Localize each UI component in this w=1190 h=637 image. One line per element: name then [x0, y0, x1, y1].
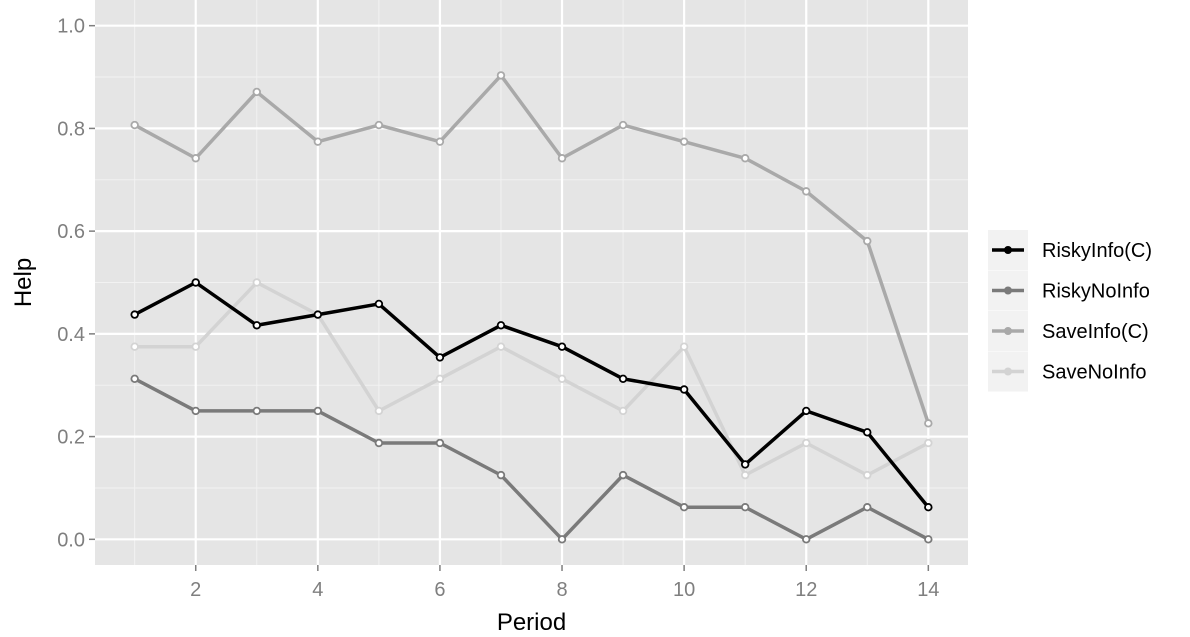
- data-point-saveinfo-c: [740, 154, 750, 163]
- data-point-riskynoinfo: [191, 406, 200, 416]
- data-point-savenoinfo: [496, 342, 506, 351]
- data-point-riskynoinfo: [740, 503, 750, 512]
- legend-label: SaveNoInfo: [1042, 362, 1147, 384]
- x-axis: 2 4 6 8 10 12 14: [190, 565, 939, 601]
- data-point-saveinfo-c: [130, 120, 139, 130]
- data-point-riskynoinfo: [802, 535, 811, 544]
- series-line-riskyinfo-c: [133, 280, 930, 509]
- y-tick-label: 0.6: [57, 221, 85, 243]
- x-tick-label: 8: [556, 579, 567, 601]
- data-point-riskyinfo-c: [252, 321, 261, 330]
- x-tick-label: 4: [312, 579, 323, 601]
- data-point-savenoinfo: [374, 406, 384, 416]
- major-grid: [95, 0, 968, 565]
- x-axis-title: Period: [497, 609, 566, 636]
- legend-item-savenoinfo: SaveNoInfo: [988, 351, 1147, 392]
- legend: RiskyInfo(C) RiskyNoInfo SaveInfo(C) SaveNo…: [988, 230, 1152, 392]
- y-tick-label: 0.2: [57, 427, 85, 449]
- data-point-riskyinfo-c: [802, 406, 811, 416]
- data-point-riskynoinfo: [374, 438, 384, 448]
- legend-item-saveinfo-c: SaveInfo(C): [988, 311, 1149, 351]
- data-point-savenoinfo: [924, 438, 933, 448]
- data-point-riskyinfo-c: [374, 299, 384, 309]
- data-point-saveinfo-c: [924, 419, 933, 428]
- legend-label: SaveInfo(C): [1042, 321, 1149, 343]
- data-point-riskyinfo-c: [313, 310, 323, 319]
- data-point-riskynoinfo: [496, 470, 506, 480]
- data-point-savenoinfo: [191, 342, 200, 351]
- data-point-saveinfo-c: [618, 120, 628, 130]
- x-tick-label: 14: [917, 579, 939, 601]
- data-point-saveinfo-c: [435, 137, 445, 146]
- data-point-riskyinfo-c: [863, 428, 872, 437]
- x-tick-label: 2: [190, 579, 201, 601]
- legend-key-point: [1004, 327, 1012, 335]
- data-point-riskynoinfo: [924, 535, 933, 544]
- data-point-riskyinfo-c: [191, 278, 200, 287]
- series-riskynoinfo: [130, 374, 933, 544]
- y-axis-title: Help: [10, 258, 37, 307]
- series-line-savenoinfo: [134, 280, 930, 477]
- data-point-riskyinfo-c: [496, 321, 506, 330]
- y-tick-label: 0.4: [57, 324, 85, 346]
- data-point-savenoinfo: [802, 438, 811, 448]
- data-point-riskynoinfo: [313, 406, 323, 416]
- data-point-saveinfo-c: [863, 236, 872, 246]
- data-point-savenoinfo: [435, 374, 445, 384]
- data-point-riskynoinfo: [618, 470, 628, 480]
- data-point-savenoinfo: [130, 342, 139, 351]
- y-tick-label: 0.8: [57, 118, 85, 140]
- data-point-riskyinfo-c: [435, 353, 445, 362]
- data-point-saveinfo-c: [802, 187, 811, 196]
- series-line-saveinfo-c: [133, 73, 930, 424]
- data-point-saveinfo-c: [496, 71, 506, 80]
- data-point-riskynoinfo: [557, 535, 567, 544]
- data-point-riskyinfo-c: [924, 503, 933, 512]
- data-point-saveinfo-c: [374, 120, 384, 130]
- x-tick-label: 6: [434, 579, 445, 601]
- data-point-savenoinfo: [679, 342, 689, 351]
- data-point-saveinfo-c: [252, 87, 261, 97]
- y-axis: 0.0 0.2 0.4 0.6 0.8 1.0: [57, 16, 95, 551]
- x-tick-label: 10: [673, 579, 695, 601]
- data-point-riskyinfo-c: [679, 385, 689, 394]
- data-point-riskyinfo-c: [557, 342, 567, 351]
- data-point-savenoinfo: [618, 406, 628, 416]
- data-point-riskynoinfo: [435, 438, 445, 448]
- data-point-savenoinfo: [557, 374, 567, 384]
- data-point-riskyinfo-c: [618, 374, 628, 384]
- legend-label: RiskyInfo(C): [1042, 240, 1152, 262]
- legend-item-riskynoinfo: RiskyNoInfo: [988, 270, 1150, 311]
- y-tick-label: 1.0: [57, 16, 85, 38]
- data-point-saveinfo-c: [191, 154, 200, 163]
- legend-label: RiskyNoInfo: [1042, 281, 1150, 303]
- x-tick-label: 12: [795, 579, 817, 601]
- data-point-riskyinfo-c: [130, 310, 139, 319]
- data-point-riskynoinfo: [679, 503, 689, 512]
- data-point-savenoinfo: [740, 470, 750, 480]
- data-point-saveinfo-c: [557, 154, 567, 163]
- series-layer: [130, 71, 933, 544]
- legend-item-riskyinfo-c: RiskyInfo(C): [988, 230, 1152, 270]
- series-riskyinfo-c: [130, 278, 933, 512]
- legend-key-point: [1004, 286, 1012, 295]
- series-line-riskynoinfo: [133, 377, 930, 542]
- legend-key-point: [1004, 246, 1012, 254]
- y-tick-label: 0.0: [57, 529, 85, 551]
- data-point-riskyinfo-c: [740, 460, 750, 469]
- data-point-savenoinfo: [863, 470, 872, 480]
- data-point-riskynoinfo: [130, 374, 139, 384]
- series-saveinfo-c: [130, 71, 933, 428]
- data-point-savenoinfo: [252, 278, 261, 287]
- legend-key-point: [1004, 367, 1012, 376]
- data-point-saveinfo-c: [313, 137, 323, 146]
- data-point-saveinfo-c: [679, 137, 689, 146]
- data-point-riskynoinfo: [863, 503, 872, 512]
- data-point-riskynoinfo: [252, 406, 261, 416]
